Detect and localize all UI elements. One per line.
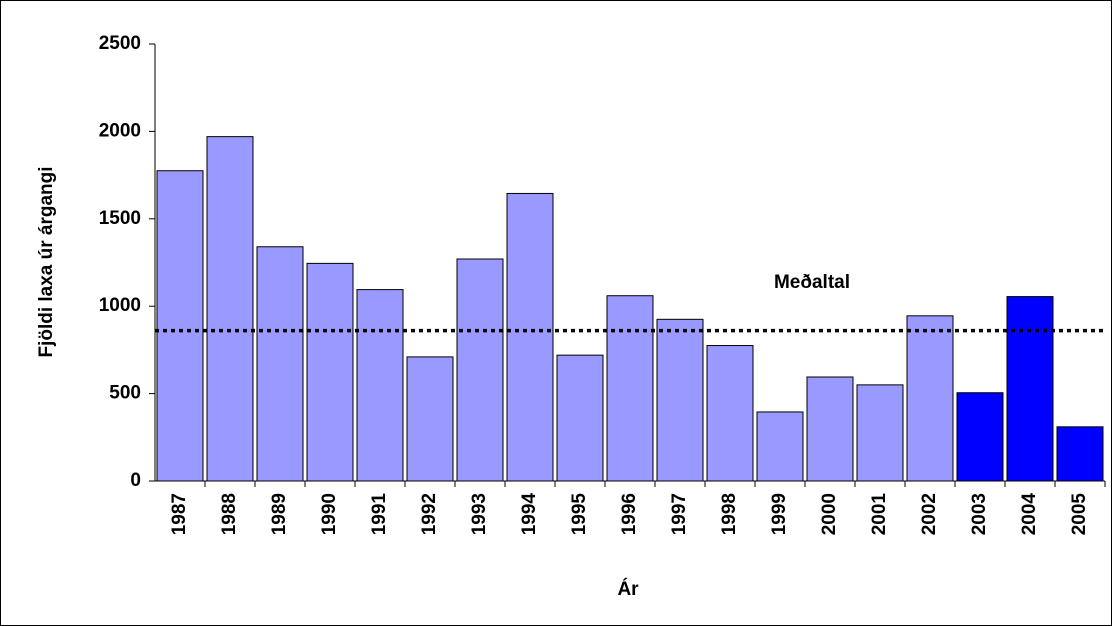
y-tick-label: 1500 [99,208,141,229]
x-tick-label: 2002 [919,493,940,535]
x-tick-label: 1988 [219,493,240,535]
x-tick-label: 1995 [569,493,590,536]
x-tick-label: 1996 [619,493,640,535]
x-tick-label: 1999 [769,493,790,535]
x-tick-label: 1994 [519,493,540,536]
y-tick-label: 2000 [99,120,141,141]
x-tick-label: 1990 [319,493,340,535]
bar [406,356,454,482]
x-tick-label: 1989 [269,493,290,535]
x-tick-label: 1993 [469,493,490,535]
bar [256,246,304,482]
bar [706,345,754,482]
bar [456,258,504,482]
bar [306,262,354,482]
x-tick-label: 1991 [369,493,390,536]
bar [1056,426,1104,482]
bar [956,392,1004,482]
x-tick-label: 2003 [969,493,990,535]
bar [556,354,604,482]
x-axis-title: Ár [617,578,639,600]
x-tick-label: 1997 [669,493,690,535]
bar [756,411,804,482]
y-tick-label: 0 [130,470,141,491]
y-axis-title: Fjöldi laxa úr árgangi [36,166,57,357]
x-tick-label: 2000 [819,493,840,535]
y-tick-label: 500 [109,383,141,404]
x-tick-label: 2005 [1069,493,1090,536]
x-tick-label: 2004 [1019,493,1040,536]
bar [656,318,704,482]
bar [856,384,904,482]
x-tick-label: 1992 [419,493,440,535]
y-tick-label: 2500 [99,33,141,54]
x-tick-label: 1998 [719,493,740,535]
bar [506,192,554,482]
bar [356,289,404,482]
bar [1006,296,1054,482]
x-tick-label: 1987 [169,493,190,535]
bar [156,170,204,482]
bar [206,136,254,482]
y-tick-label: 1000 [99,295,141,316]
bar [806,376,854,482]
x-tick-label: 2001 [869,493,890,536]
average-label: Meðaltal [774,272,850,293]
bar [606,295,654,482]
bar [906,315,954,482]
